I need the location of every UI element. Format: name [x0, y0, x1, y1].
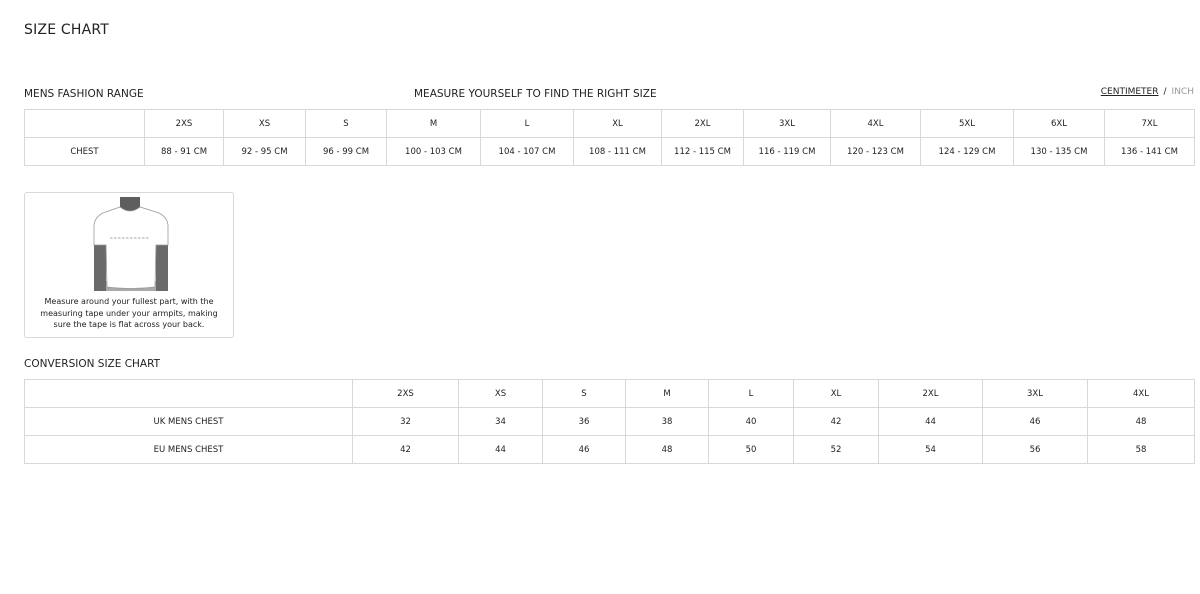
size-header: XL — [573, 109, 662, 138]
chest-value: 108 - 111 CM — [573, 137, 662, 166]
conversion-value: 42 — [352, 435, 459, 464]
centimeter-option[interactable]: CENTIMETER — [1100, 87, 1159, 97]
conversion-value: 54 — [878, 435, 983, 464]
conversion-table: 2XS XS S M L XL 2XL 3XL 4XL UK MENS CHEST 32 34 36 3… — [24, 379, 1195, 464]
size-header: M — [625, 379, 709, 408]
chest-value: 104 - 107 CM — [480, 137, 574, 166]
conversion-value: 42 — [793, 407, 879, 436]
size-header: 2XL — [878, 379, 983, 408]
chest-value: 88 - 91 CM — [144, 137, 224, 166]
unit-separator: / — [1163, 87, 1167, 97]
size-header: XS — [458, 379, 543, 408]
measure-title: MEASURE YOURSELF TO FIND THE RIGHT SIZE — [414, 88, 657, 100]
size-header: 6XL — [1013, 109, 1105, 138]
size-header: 5XL — [920, 109, 1014, 138]
chest-value: 96 - 99 CM — [305, 137, 387, 166]
conversion-value: 48 — [625, 435, 709, 464]
size-header: XL — [793, 379, 879, 408]
row-label: UK MENS CHEST — [24, 407, 353, 436]
size-table: 2XS XS S M L XL 2XL 3XL 4XL 5XL 6XL 7XL CHEST 88 - 9… — [24, 109, 1195, 166]
size-header: L — [708, 379, 794, 408]
chest-value: 120 - 123 CM — [830, 137, 921, 166]
chest-value: 92 - 95 CM — [223, 137, 306, 166]
measure-instructions: Measure around your fullest part, with t… — [40, 297, 218, 329]
conversion-value: 48 — [1087, 407, 1195, 436]
conversion-value: 46 — [982, 407, 1088, 436]
table-row: EU MENS CHEST 42 44 46 48 50 52 54 56 58 — [24, 435, 1195, 464]
size-header: 2XL — [661, 109, 744, 138]
size-header: 4XL — [1087, 379, 1195, 408]
size-header: XS — [223, 109, 306, 138]
size-header: S — [305, 109, 387, 138]
conversion-value: 52 — [793, 435, 879, 464]
size-header: 7XL — [1104, 109, 1195, 138]
size-header: 4XL — [830, 109, 921, 138]
chest-value: 136 - 141 CM — [1104, 137, 1195, 166]
conversion-value: 44 — [878, 407, 983, 436]
conversion-value: 40 — [708, 407, 794, 436]
size-header: L — [480, 109, 574, 138]
table-row: UK MENS CHEST 32 34 36 38 40 42 44 46 48 — [24, 407, 1195, 436]
conversion-value: 58 — [1087, 435, 1195, 464]
conversion-title: CONVERSION SIZE CHART — [24, 358, 161, 370]
chest-value: 124 - 129 CM — [920, 137, 1014, 166]
page-title: SIZE CHART — [24, 22, 110, 38]
range-title: MENS FASHION RANGE — [24, 88, 144, 100]
row-label: EU MENS CHEST — [24, 435, 353, 464]
size-header: 3XL — [982, 379, 1088, 408]
unit-toggle: CENTIMETER / INCH — [1101, 87, 1194, 97]
conversion-value: 34 — [458, 407, 543, 436]
conversion-value: 32 — [352, 407, 459, 436]
corner-cell — [24, 379, 353, 408]
conversion-value: 36 — [542, 407, 626, 436]
corner-cell — [24, 109, 145, 138]
row-label: CHEST — [24, 137, 145, 166]
size-header: 2XS — [352, 379, 459, 408]
size-header: 2XS — [144, 109, 224, 138]
size-header: M — [386, 109, 481, 138]
size-header: S — [542, 379, 626, 408]
chest-value: 100 - 103 CM — [386, 137, 481, 166]
conversion-value: 50 — [708, 435, 794, 464]
size-header: 3XL — [743, 109, 831, 138]
inch-option[interactable]: INCH — [1171, 87, 1194, 97]
chest-value: 116 - 119 CM — [743, 137, 831, 166]
conversion-value: 44 — [458, 435, 543, 464]
measure-guide: Measure around your fullest part, with t… — [24, 192, 234, 338]
chest-value: 130 - 135 CM — [1013, 137, 1105, 166]
chest-value: 112 - 115 CM — [661, 137, 744, 166]
conversion-value: 38 — [625, 407, 709, 436]
conversion-value: 46 — [542, 435, 626, 464]
tshirt-figure-icon — [93, 197, 169, 291]
conversion-value: 56 — [982, 435, 1088, 464]
